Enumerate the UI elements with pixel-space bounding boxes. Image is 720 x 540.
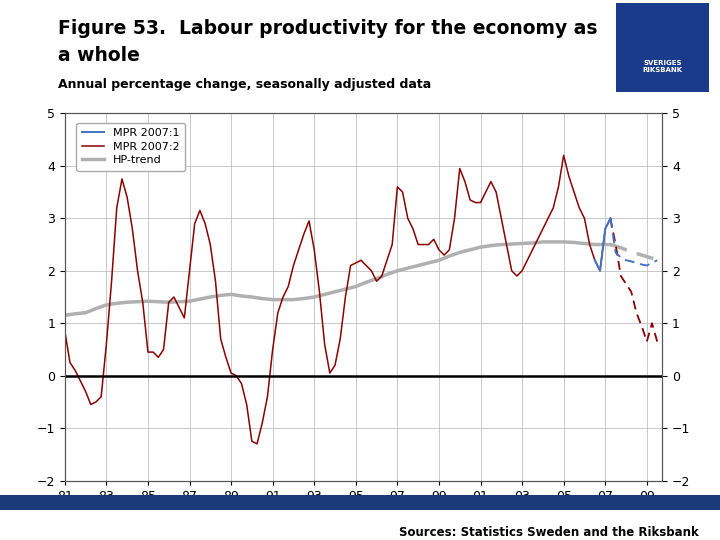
- Legend: MPR 2007:1, MPR 2007:2, HP-trend: MPR 2007:1, MPR 2007:2, HP-trend: [76, 123, 185, 171]
- Text: Annual percentage change, seasonally adjusted data: Annual percentage change, seasonally adj…: [58, 78, 431, 91]
- Text: Figure 53.  Labour productivity for the economy as: Figure 53. Labour productivity for the e…: [58, 19, 597, 38]
- Text: Sources: Statistics Sweden and the Riksbank: Sources: Statistics Sweden and the Riksb…: [399, 526, 698, 539]
- Text: a whole: a whole: [58, 46, 140, 65]
- Text: SVERIGES
RIKSBANK: SVERIGES RIKSBANK: [642, 60, 683, 73]
